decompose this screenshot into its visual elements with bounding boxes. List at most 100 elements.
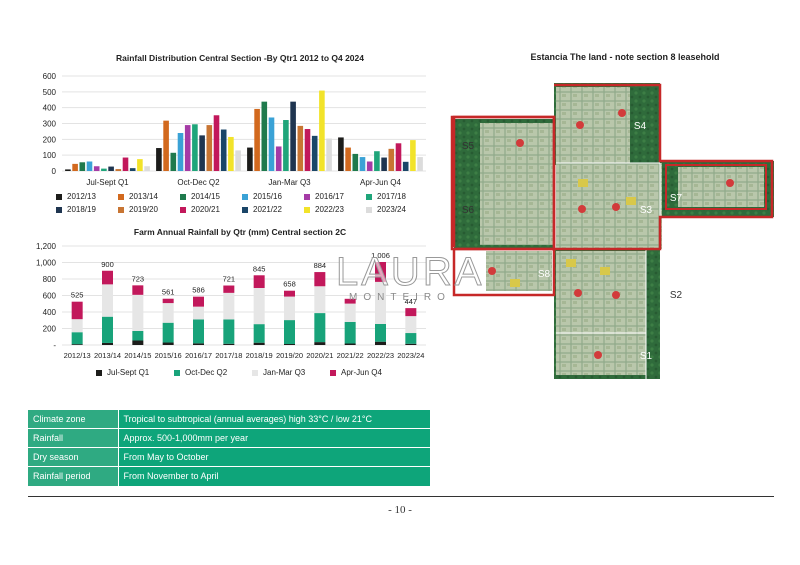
legend-swatch bbox=[118, 193, 124, 200]
bar bbox=[359, 157, 366, 171]
bar bbox=[86, 161, 93, 171]
bar bbox=[137, 159, 143, 171]
chart2-title: Farm Annual Rainfall by Qtr (mm) Central… bbox=[133, 227, 347, 237]
bar bbox=[213, 115, 220, 171]
bar-segment bbox=[193, 306, 204, 320]
bar-segment bbox=[162, 342, 174, 345]
total-label: 884 bbox=[314, 261, 327, 270]
x-tick-label: 2015/16 bbox=[155, 351, 182, 360]
legend-label: 2023/24 bbox=[377, 205, 406, 214]
bar bbox=[338, 137, 344, 171]
legend-swatch bbox=[56, 206, 62, 213]
bar bbox=[374, 151, 380, 171]
bar-segment bbox=[314, 342, 326, 345]
bar-segment bbox=[193, 343, 204, 345]
bar-segment bbox=[405, 316, 417, 334]
total-label: 723 bbox=[132, 274, 145, 283]
y-tick-label: 600 bbox=[43, 72, 57, 81]
bar-segment bbox=[314, 272, 326, 287]
y-tick-label: - bbox=[53, 341, 56, 350]
legend-swatch bbox=[242, 206, 248, 213]
bar-segment bbox=[193, 319, 204, 344]
total-label: 586 bbox=[192, 286, 205, 295]
legend-label: Jan-Mar Q3 bbox=[263, 368, 306, 377]
map-label-s4: S4 bbox=[634, 121, 647, 132]
legend-swatch bbox=[180, 193, 186, 200]
y-tick-label: 200 bbox=[43, 135, 57, 144]
bar-segment bbox=[102, 270, 113, 285]
bar-segment bbox=[253, 287, 265, 325]
chart1-title: Rainfall Distribution Central Section -B… bbox=[116, 53, 364, 63]
bar-segment bbox=[193, 296, 204, 307]
bar-segment bbox=[132, 285, 144, 295]
bar-segment bbox=[102, 342, 113, 345]
bar bbox=[108, 166, 114, 171]
bar-segment bbox=[71, 332, 83, 345]
bar-segment bbox=[223, 292, 235, 320]
bar bbox=[261, 101, 268, 171]
legend-swatch bbox=[330, 369, 336, 376]
legend-entry: 2017/18 bbox=[366, 192, 406, 201]
x-tick-label: 2019/20 bbox=[276, 351, 303, 360]
x-tick-label: 2018/19 bbox=[246, 351, 273, 360]
map-label-s5: S5 bbox=[462, 141, 475, 152]
legend-swatch bbox=[366, 206, 372, 213]
x-tick-label: 2021/22 bbox=[337, 351, 364, 360]
legend-entry: 2014/15 bbox=[180, 192, 220, 201]
map-label-s7: S7 bbox=[670, 193, 683, 204]
bar bbox=[177, 133, 184, 171]
bar-segment bbox=[132, 330, 144, 341]
legend-swatch bbox=[366, 193, 372, 200]
bar bbox=[163, 120, 169, 171]
watermark-surname: MONTEIRO bbox=[349, 292, 451, 303]
bar bbox=[93, 166, 100, 171]
bar bbox=[388, 148, 395, 171]
bar bbox=[381, 157, 387, 171]
bar-segment bbox=[253, 324, 265, 343]
legend-swatch bbox=[252, 369, 258, 376]
map-title: Estancia The land - note section 8 lease… bbox=[530, 52, 720, 62]
legend-label: 2014/15 bbox=[191, 192, 220, 201]
total-label: 561 bbox=[162, 288, 175, 297]
legend-entry: Apr-Jun Q4 bbox=[330, 368, 382, 377]
bar bbox=[247, 147, 253, 171]
bar bbox=[122, 157, 129, 171]
bar-segment bbox=[71, 344, 83, 345]
bar-segment bbox=[223, 285, 235, 293]
total-label: 447 bbox=[405, 297, 418, 306]
bar bbox=[235, 150, 241, 171]
legend-label: 2012/13 bbox=[67, 192, 96, 201]
bar bbox=[395, 143, 402, 171]
y-tick-label: 600 bbox=[43, 292, 57, 301]
bar bbox=[352, 153, 359, 171]
bar-segment bbox=[314, 286, 326, 314]
bar-segment bbox=[375, 323, 386, 342]
bar-segment bbox=[344, 303, 356, 322]
bar bbox=[275, 146, 282, 171]
footer-divider bbox=[28, 496, 774, 497]
legend-entry: Jul-Sept Q1 bbox=[96, 368, 149, 377]
legend-swatch bbox=[174, 369, 180, 376]
x-tick-label: 2016/17 bbox=[185, 351, 212, 360]
map-label-s8: S8 bbox=[538, 269, 551, 280]
bar bbox=[65, 169, 71, 171]
bar-segment bbox=[162, 298, 174, 304]
bar-segment bbox=[253, 275, 265, 288]
bar bbox=[268, 117, 275, 171]
legend-label: 2015/16 bbox=[253, 192, 282, 201]
bar bbox=[144, 166, 150, 171]
legend-swatch bbox=[96, 369, 102, 376]
total-label: 525 bbox=[71, 291, 84, 300]
rainfall-distribution-chart: 600 500 400 300 200 100 0 Jul-Sept Q1 Oct-Dec Q2… bbox=[43, 72, 426, 187]
bar bbox=[366, 161, 373, 171]
legend-label: Oct-Dec Q2 bbox=[185, 368, 228, 377]
total-label: 721 bbox=[223, 275, 236, 284]
row-label: Rainfall period bbox=[28, 466, 118, 486]
bar bbox=[345, 147, 351, 171]
bar-segment bbox=[375, 262, 386, 282]
bar-segment bbox=[405, 343, 417, 345]
bar bbox=[72, 163, 78, 171]
legend-label: Jul-Sept Q1 bbox=[107, 368, 150, 377]
bar bbox=[304, 129, 311, 171]
legend-label: 2017/18 bbox=[377, 192, 406, 201]
